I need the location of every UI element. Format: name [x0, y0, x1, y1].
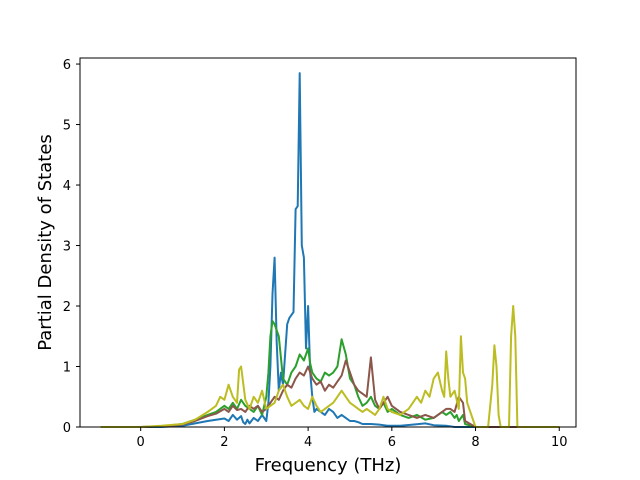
x-axis-ticks: 0 2 4 6 8 10 [137, 427, 568, 450]
x-axis-label: Frequency (THz) [255, 455, 402, 476]
x-tick-label: 4 [304, 435, 312, 450]
axes-frame [79, 57, 577, 428]
x-tick-label: 6 [388, 435, 396, 450]
y-tick-label: 6 [63, 58, 71, 73]
x-tick-label: 0 [137, 435, 145, 450]
y-tick-label: 0 [63, 421, 71, 436]
y-tick-label: 2 [63, 300, 71, 315]
y-axis-ticks: 0 1 2 3 4 5 6 [63, 58, 80, 436]
series-line-1 [100, 72, 560, 428]
series-line-3 [100, 356, 560, 428]
y-tick-label: 4 [63, 179, 71, 194]
x-tick-label: 8 [471, 435, 479, 450]
y-tick-label: 1 [63, 361, 71, 376]
x-tick-label: 10 [551, 435, 568, 450]
x-tick-label: 2 [220, 435, 228, 450]
y-tick-label: 5 [63, 119, 71, 134]
y-tick-label: 3 [63, 240, 71, 255]
y-axis-label: Partial Density of States [35, 134, 56, 351]
